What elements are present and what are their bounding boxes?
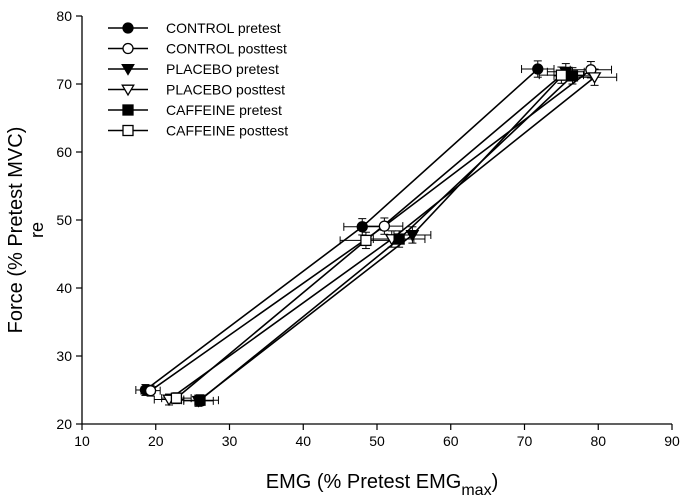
y-tick-label: 20: [56, 416, 72, 432]
data-point-control-pretest: [356, 221, 368, 233]
x-tick-label: 90: [664, 433, 680, 449]
x-axis: 10 20 30 40 50 60 70 80 90: [74, 424, 680, 449]
x-tick-label: 20: [148, 433, 164, 449]
series-line-placebo-pretest: [198, 71, 567, 402]
y-axis: 20 30 40 50 60 70 80: [56, 8, 82, 432]
x-tick-label: 30: [222, 433, 238, 449]
x-tick-label: 40: [295, 433, 311, 449]
x-axis-title-subscript: max: [461, 482, 491, 498]
x-axis-title: EMG (% Pretest EMGmax): [266, 471, 499, 498]
x-tick-label: 50: [369, 433, 385, 449]
y-tick-label: 70: [56, 76, 72, 92]
y-tick-label: 60: [56, 144, 72, 160]
y-tick-label: 80: [56, 8, 72, 24]
data-point-caffeine-posttest: [555, 69, 568, 81]
legend-marker-caffeine-pretest: [122, 104, 134, 116]
legend-label-control-posttest: CONTROL posttest: [166, 41, 287, 57]
legend-label-control-pretest: CONTROL pretest: [166, 20, 281, 36]
data-point-control-posttest: [378, 220, 391, 232]
legend-marker-placebo-pretest: [121, 64, 135, 76]
x-axis-title-close: ): [492, 471, 499, 493]
y-axis-title: Force (% Pretest MVC): [5, 127, 27, 334]
legend-marker-control-posttest: [122, 42, 134, 55]
legend: CONTROL pretest CONTROL posttest PLACEBO p…: [108, 20, 288, 139]
data-point-control-posttest: [144, 385, 157, 397]
legend-marker-placebo-posttest: [121, 84, 135, 97]
y-tick-label: 50: [56, 212, 72, 228]
y-axis-title-extra: re: [27, 222, 47, 238]
data-point-caffeine-posttest: [360, 234, 372, 247]
data-point-caffeine-pretest: [194, 394, 206, 406]
legend-marker-control-pretest: [122, 22, 134, 34]
data-markers: [139, 63, 602, 408]
x-tick-label: 70: [517, 433, 533, 449]
legend-label-placebo-pretest: PLACEBO pretest: [166, 61, 279, 77]
x-tick-label: 80: [590, 433, 606, 449]
y-tick-label: 40: [56, 280, 72, 296]
legend-label-placebo-posttest: PLACEBO posttest: [166, 82, 285, 98]
legend-label-caffeine-posttest: CAFFEINE posttest: [166, 123, 288, 139]
legend-label-caffeine-pretest: CAFFEINE pretest: [166, 102, 282, 118]
x-tick-label: 60: [443, 433, 459, 449]
x-tick-label: 10: [74, 433, 90, 449]
x-axis-title-main: EMG (% Pretest EMG: [266, 471, 462, 493]
legend-marker-caffeine-posttest: [122, 124, 134, 137]
data-point-caffeine-pretest: [393, 233, 405, 245]
data-point-placebo-posttest: [587, 72, 602, 84]
data-point-placebo-pretest: [405, 229, 420, 242]
data-point-control-pretest: [532, 63, 544, 75]
y-tick-label: 30: [56, 348, 72, 364]
data-point-caffeine-pretest: [566, 70, 579, 82]
data-point-caffeine-posttest: [170, 392, 183, 404]
